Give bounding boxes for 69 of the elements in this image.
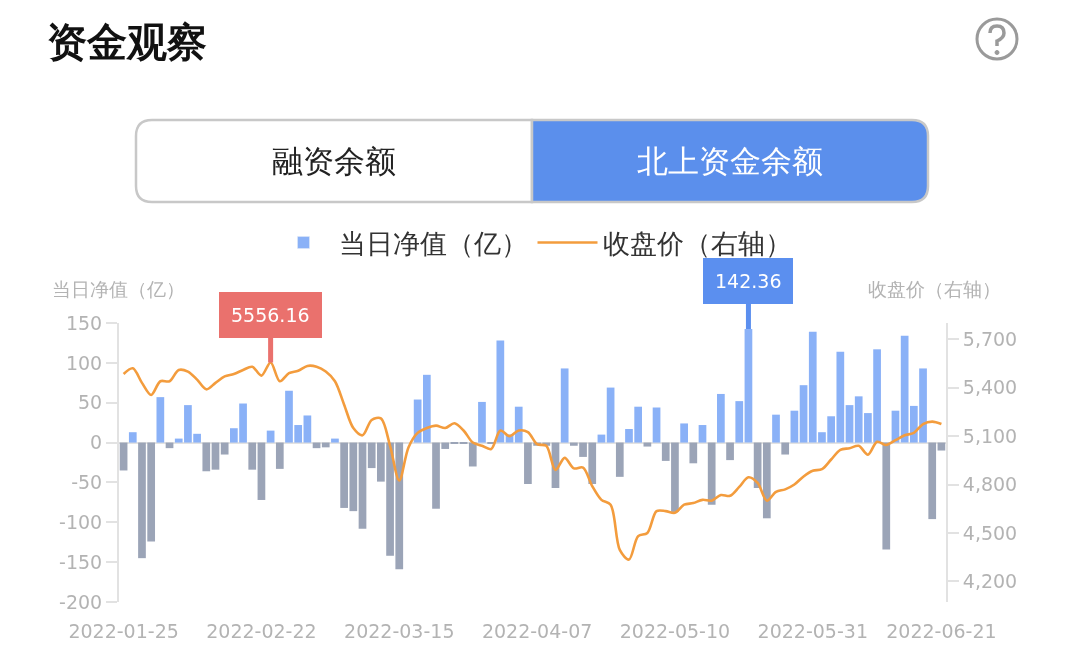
y2-axis-title: 收盘价（右轴） [868, 278, 1001, 300]
bar [735, 401, 744, 443]
bar [358, 442, 367, 529]
bar [220, 442, 229, 455]
bar [248, 442, 257, 470]
y-tick-label: 0 [90, 431, 103, 454]
y-tick-label: -150 [59, 550, 103, 573]
bar [615, 442, 624, 477]
y-tick-label: 50 [78, 391, 103, 414]
y2-tick-label: 5,100 [962, 424, 1018, 447]
legend-label: 当日净值（亿） [338, 228, 528, 260]
y2-tick-label: 5,700 [962, 327, 1018, 350]
y2-tick-label: 4,200 [962, 570, 1018, 592]
y2-tick-label: 4,500 [962, 521, 1018, 544]
bar [652, 407, 661, 443]
y2-tick-label: 5,400 [962, 376, 1018, 399]
bar [762, 442, 771, 519]
bar [202, 442, 211, 472]
bar [928, 442, 937, 520]
bar [781, 442, 790, 455]
bar [496, 340, 505, 443]
x-tick-label: 2022-03-15 [344, 620, 455, 642]
bar [790, 410, 799, 443]
bar [606, 387, 615, 443]
bar [478, 401, 486, 443]
y-tick-label: -50 [71, 471, 103, 494]
bar [799, 385, 808, 443]
y-tick-label: -200 [59, 590, 103, 613]
y-tick-label: 100 [65, 351, 103, 374]
text: 北上资金余额 [637, 143, 823, 179]
x-tick-label: 2022-06-21 [886, 620, 997, 642]
y2-tick-label: 4,800 [962, 473, 1018, 496]
bar [707, 442, 716, 505]
bar [698, 425, 707, 443]
y-tick-label: -100 [59, 510, 103, 533]
bar [468, 442, 477, 467]
text: 融资余额 [272, 143, 396, 179]
bar [726, 442, 734, 461]
bar [514, 406, 523, 443]
bar [128, 432, 137, 443]
bar [772, 414, 780, 443]
data-label: 5556.16 [231, 304, 310, 326]
legend-label: 收盘价（右轴） [602, 228, 792, 260]
bar [689, 442, 698, 464]
bar [211, 442, 220, 470]
line-series [122, 361, 943, 561]
bar [717, 393, 725, 443]
x-tick-label: 2022-01-25 [68, 620, 179, 642]
x-tick-label: 2022-05-10 [619, 620, 731, 642]
bar [882, 442, 891, 550]
x-tick-label: 2022-02-22 [206, 620, 317, 642]
bar [643, 442, 652, 447]
y-axis-title: 当日净值（亿） [52, 278, 185, 300]
x-tick-label: 2022-05-31 [757, 620, 868, 642]
x-tick-label: 2022-04-07 [481, 620, 593, 642]
data-label: 142.36 [715, 270, 782, 292]
bar [257, 442, 266, 500]
bar [597, 434, 606, 443]
bar [156, 397, 165, 443]
bar [680, 423, 688, 443]
bar [845, 405, 854, 443]
chart-title: 资金观察 [47, 19, 207, 65]
bar [266, 430, 275, 443]
bar [275, 442, 284, 469]
bar [937, 442, 946, 451]
bar [331, 438, 339, 443]
bar [303, 415, 312, 443]
y-tick-label: 150 [65, 311, 103, 334]
bar [560, 368, 569, 443]
